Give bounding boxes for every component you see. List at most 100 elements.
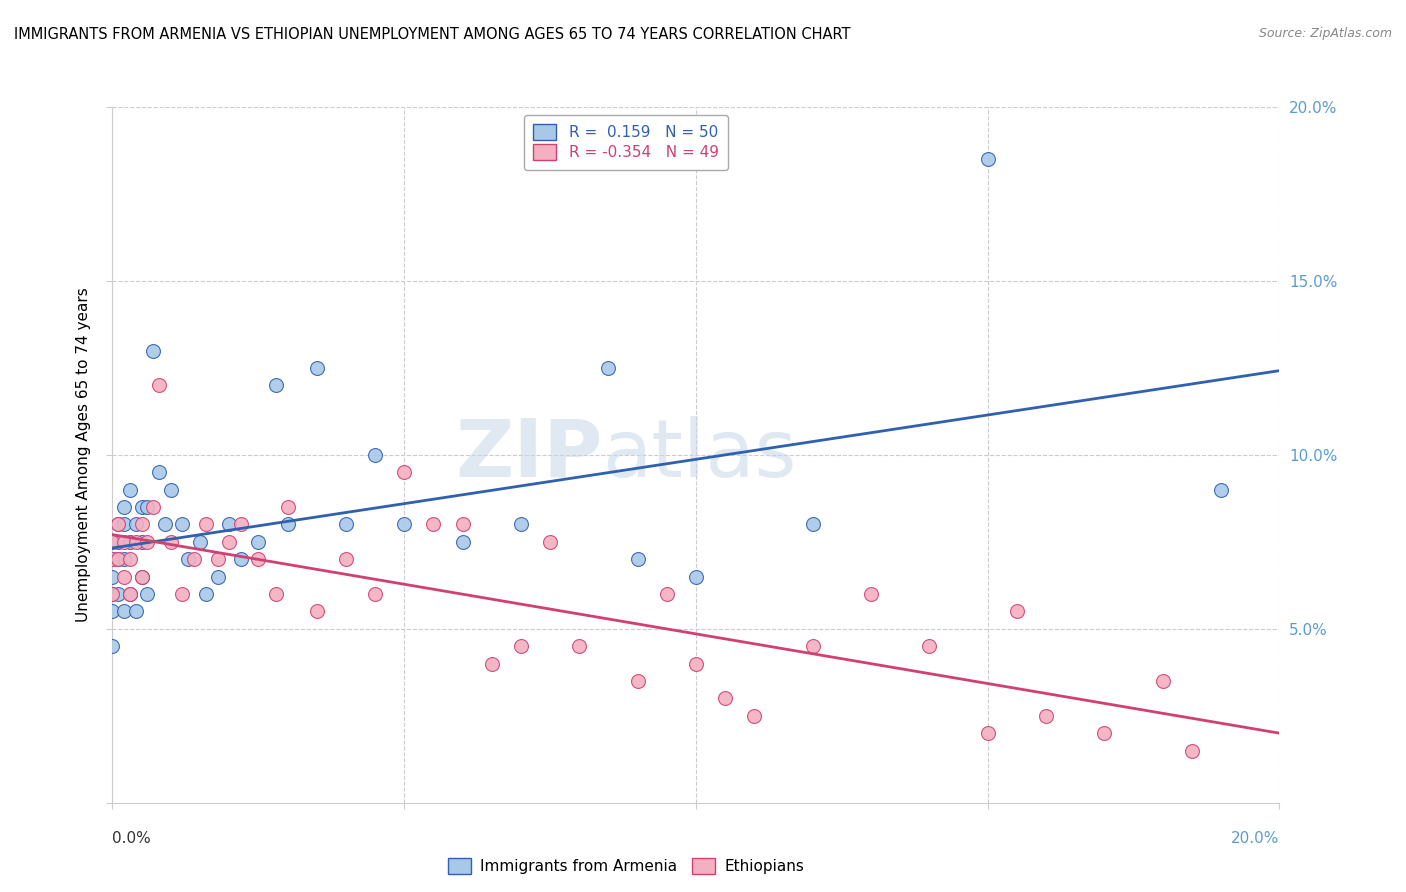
Point: [207, 552, 229, 566]
Point: [131, 570, 153, 584]
Point: [392, 517, 416, 532]
Point: [107, 517, 129, 532]
Point: [1035, 708, 1057, 723]
Point: [153, 517, 176, 532]
Point: [264, 587, 287, 601]
Point: [229, 552, 252, 566]
Point: [207, 570, 229, 584]
Point: [148, 466, 170, 480]
Point: [451, 517, 474, 532]
Point: [101, 570, 124, 584]
Text: 0.0%: 0.0%: [112, 831, 152, 846]
Point: [112, 517, 135, 532]
Point: [801, 517, 824, 532]
Point: [1092, 726, 1115, 740]
Point: [918, 639, 941, 653]
Point: [685, 570, 707, 584]
Point: [101, 587, 124, 601]
Point: [101, 552, 124, 566]
Point: [125, 605, 148, 619]
Point: [107, 552, 129, 566]
Point: [976, 152, 998, 166]
Point: [364, 448, 387, 462]
Point: [392, 466, 416, 480]
Text: IMMIGRANTS FROM ARMENIA VS ETHIOPIAN UNEMPLOYMENT AMONG AGES 65 TO 74 YEARS CORR: IMMIGRANTS FROM ARMENIA VS ETHIOPIAN UNE…: [14, 27, 851, 42]
Point: [335, 552, 357, 566]
Point: [177, 552, 200, 566]
Point: [1005, 605, 1028, 619]
Point: [142, 343, 165, 358]
Point: [101, 534, 124, 549]
Point: [112, 500, 135, 514]
Point: [142, 500, 165, 514]
Legend: Immigrants from Armenia, Ethiopians: Immigrants from Armenia, Ethiopians: [441, 852, 810, 880]
Point: [148, 378, 170, 392]
Point: [218, 534, 240, 549]
Point: [172, 587, 194, 601]
Point: [131, 500, 153, 514]
Point: [335, 517, 357, 532]
Point: [1181, 744, 1204, 758]
Point: [125, 517, 148, 532]
Point: [364, 587, 387, 601]
Text: atlas: atlas: [603, 416, 797, 494]
Point: [538, 534, 561, 549]
Point: [568, 639, 591, 653]
Y-axis label: Unemployment Among Ages 65 to 74 years: Unemployment Among Ages 65 to 74 years: [76, 287, 91, 623]
Point: [160, 534, 183, 549]
Point: [125, 534, 148, 549]
Point: [742, 708, 765, 723]
Point: [183, 552, 205, 566]
Point: [101, 639, 124, 653]
Point: [101, 587, 124, 601]
Point: [509, 639, 531, 653]
Point: [118, 587, 141, 601]
Point: [451, 534, 474, 549]
Point: [801, 639, 824, 653]
Point: [118, 587, 141, 601]
Point: [247, 552, 270, 566]
Point: [101, 534, 124, 549]
Point: [626, 552, 648, 566]
Point: [101, 552, 124, 566]
Point: [136, 587, 159, 601]
Point: [107, 517, 129, 532]
Point: [481, 657, 503, 671]
Point: [136, 534, 159, 549]
Point: [112, 605, 135, 619]
Point: [194, 517, 217, 532]
Point: [1152, 674, 1174, 689]
Point: [194, 587, 217, 601]
Point: [598, 360, 620, 375]
Point: [131, 534, 153, 549]
Point: [859, 587, 883, 601]
Point: [188, 534, 211, 549]
Point: [276, 500, 298, 514]
Point: [655, 587, 678, 601]
Point: [112, 552, 135, 566]
Point: [107, 534, 129, 549]
Point: [976, 726, 998, 740]
Point: [118, 552, 141, 566]
Text: ZIP: ZIP: [456, 416, 603, 494]
Point: [509, 517, 531, 532]
Point: [1209, 483, 1232, 497]
Point: [172, 517, 194, 532]
Text: 20.0%: 20.0%: [1232, 831, 1279, 846]
Point: [422, 517, 444, 532]
Point: [112, 570, 135, 584]
Point: [118, 534, 141, 549]
Point: [131, 517, 153, 532]
Point: [305, 605, 328, 619]
Point: [626, 674, 648, 689]
Point: [112, 534, 135, 549]
Point: [264, 378, 287, 392]
Point: [118, 483, 141, 497]
Point: [101, 605, 124, 619]
Point: [107, 587, 129, 601]
Point: [136, 500, 159, 514]
Point: [714, 691, 737, 706]
Point: [229, 517, 252, 532]
Point: [685, 657, 707, 671]
Point: [305, 360, 328, 375]
